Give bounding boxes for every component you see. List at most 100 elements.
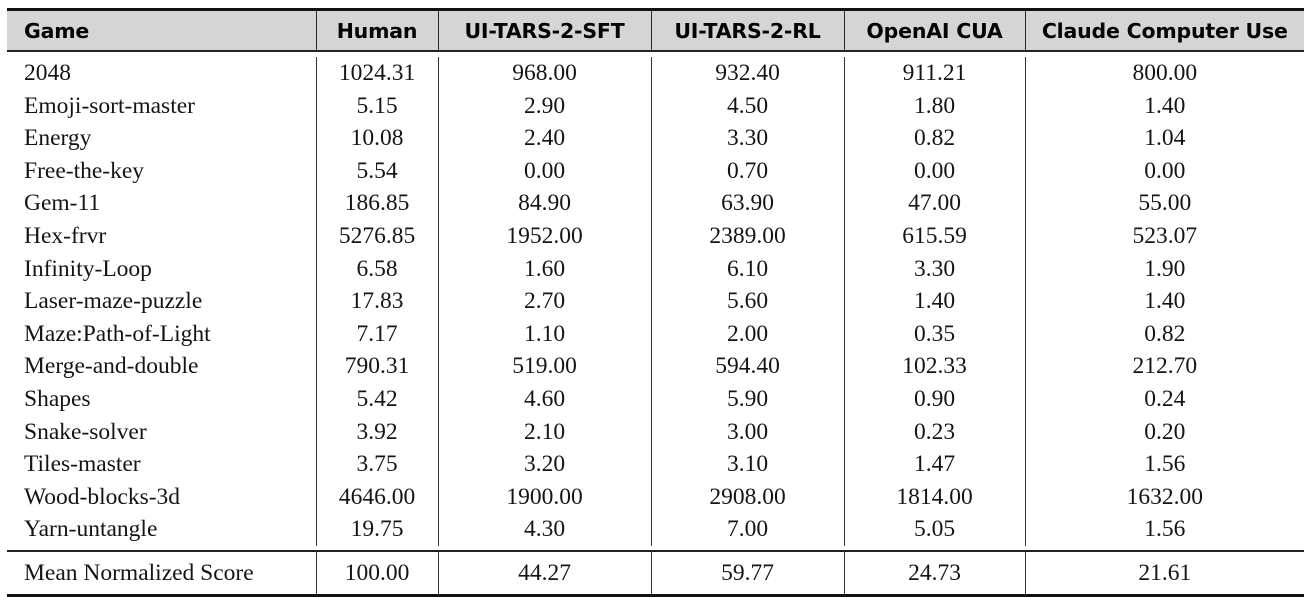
cell-score-cua: 0.00 — [843, 154, 1025, 188]
table-row[interactable]: Shapes 5.42 4.60 5.90 0.90 0.24 — [7, 382, 1304, 416]
column-header-sft[interactable]: UI-TARS-2-SFT — [437, 11, 651, 51]
cell-score-rl: 3.00 — [650, 415, 844, 449]
cell-score-human: 5276.85 — [315, 219, 438, 253]
cell-score-human: 790.31 — [315, 350, 438, 383]
cell-game-name: Wood-blocks-3d — [24, 483, 181, 510]
table-body: 2048 1024.31 968.00 932.40 911.21 800.00 Emoji… — [7, 52, 1304, 597]
cell-score-cua: 615.59 — [843, 219, 1025, 253]
cell-score-claude: 1.56 — [1024, 448, 1304, 481]
cell-game-name: Maze:Path-of-Light — [24, 320, 211, 347]
cell-score-human: 186.85 — [315, 187, 438, 220]
header-row: Game Human UI-TARS-2-SFT UI-TARS-2-RL Op… — [7, 11, 1304, 51]
table-row[interactable]: Emoji-sort-master 5.15 2.90 4.50 1.80 1.40 — [7, 89, 1304, 123]
cell-score-claude: 0.24 — [1024, 382, 1304, 416]
cell-game-name: 2048 — [24, 60, 71, 86]
cell-score-sft: 2.90 — [437, 89, 651, 123]
cell-score-human: 4646.00 — [315, 480, 438, 514]
cell-score-rl: 63.90 — [650, 187, 844, 220]
cell-game-name: Merge-and-double — [24, 353, 199, 380]
cell-score-sft: 1.10 — [437, 317, 651, 351]
summary-row[interactable]: Mean Normalized Score 100.00 44.27 59.77 24.… — [7, 551, 1304, 596]
cell-score-sft: 4.30 — [437, 513, 651, 546]
cell-game-name: Emoji-sort-master — [24, 92, 195, 119]
top-rule — [7, 8, 1304, 12]
cell-game-name: Yarn-untangle — [24, 516, 158, 543]
cell-score-sft: 1900.00 — [437, 480, 651, 514]
cell-score-rl: 2.00 — [650, 317, 844, 351]
summary-score-rl: 59.77 — [650, 551, 844, 596]
column-header-claude[interactable]: Claude Computer Use — [1024, 11, 1304, 51]
cell-score-claude: 55.00 — [1024, 187, 1304, 220]
cell-score-sft: 3.20 — [437, 448, 651, 481]
cell-game-name: Tiles-master — [24, 451, 141, 478]
game-benchmark-table: Game Human UI-TARS-2-SFT UI-TARS-2-RL Op… — [7, 8, 1304, 597]
table-row[interactable]: 2048 1024.31 968.00 932.40 911.21 800.00 — [7, 57, 1304, 90]
cell-score-cua: 0.90 — [843, 382, 1025, 416]
cell-score-sft: 2.40 — [437, 122, 651, 155]
cell-score-claude: 523.07 — [1024, 219, 1304, 253]
table-row[interactable]: Laser-maze-puzzle 17.83 2.70 5.60 1.40 1.40 — [7, 285, 1304, 318]
cell-game-name: Laser-maze-puzzle — [24, 288, 203, 315]
table-row[interactable]: Energy 10.08 2.40 3.30 0.82 1.04 — [7, 122, 1304, 155]
cell-score-sft: 4.60 — [437, 382, 651, 416]
column-header-cua[interactable]: OpenAI CUA — [843, 11, 1025, 51]
cell-score-cua: 102.33 — [843, 350, 1025, 383]
table-row[interactable]: Merge-and-double 790.31 519.00 594.40 102.33… — [7, 350, 1304, 383]
cell-score-claude: 800.00 — [1024, 57, 1304, 90]
bottom-rule — [7, 594, 1304, 597]
cell-score-claude: 0.20 — [1024, 415, 1304, 449]
table-row[interactable]: Tiles-master 3.75 3.20 3.10 1.47 1.56 — [7, 448, 1304, 481]
cell-score-sft: 519.00 — [437, 350, 651, 383]
column-header-human[interactable]: Human — [315, 11, 438, 51]
table-row[interactable]: Snake-solver 3.92 2.10 3.00 0.23 0.20 — [7, 415, 1304, 449]
cell-score-rl: 3.10 — [650, 448, 844, 481]
cell-score-human: 1024.31 — [315, 57, 438, 90]
cell-score-sft: 1952.00 — [437, 219, 651, 253]
cell-score-sft: 1.60 — [437, 252, 651, 286]
summary-score-sft: 44.27 — [437, 551, 651, 596]
column-header-rl[interactable]: UI-TARS-2-RL — [650, 11, 844, 51]
summary-score-human: 100.00 — [315, 551, 438, 596]
cell-score-sft: 0.00 — [437, 154, 651, 188]
cell-score-cua: 1.80 — [843, 89, 1025, 123]
cell-score-cua: 0.82 — [843, 122, 1025, 155]
table-row[interactable]: Gem-11 186.85 84.90 63.90 47.00 55.00 — [7, 187, 1304, 220]
cell-score-rl: 5.60 — [650, 285, 844, 318]
cell-score-claude: 0.00 — [1024, 154, 1304, 188]
cell-score-human: 5.15 — [315, 89, 438, 123]
cell-score-human: 3.75 — [315, 448, 438, 481]
cell-score-rl: 6.10 — [650, 252, 844, 286]
table-row[interactable]: Hex-frvr 5276.85 1952.00 2389.00 615.59 523.0… — [7, 219, 1304, 253]
cell-score-cua: 1814.00 — [843, 480, 1025, 514]
cell-score-cua: 0.23 — [843, 415, 1025, 449]
cell-score-cua: 1.47 — [843, 448, 1025, 481]
cell-game-name: Gem-11 — [24, 190, 101, 217]
cell-game-name: Shapes — [24, 385, 91, 412]
table-row[interactable]: Yarn-untangle 19.75 4.30 7.00 5.05 1.56 — [7, 513, 1304, 546]
cell-score-sft: 2.70 — [437, 285, 651, 318]
cell-score-claude: 0.82 — [1024, 317, 1304, 351]
cell-game-name: Hex-frvr — [24, 222, 107, 249]
table-row[interactable]: Infinity-Loop 6.58 1.60 6.10 3.30 1.90 — [7, 252, 1304, 286]
cell-score-cua: 1.40 — [843, 285, 1025, 318]
table-row[interactable]: Maze:Path-of-Light 7.17 1.10 2.00 0.35 0.82 — [7, 317, 1304, 351]
cell-score-sft: 2.10 — [437, 415, 651, 449]
cell-score-human: 6.58 — [315, 252, 438, 286]
rule-cell — [7, 594, 1304, 597]
cell-score-human: 7.17 — [315, 317, 438, 351]
cell-score-sft: 84.90 — [437, 187, 651, 220]
table-row[interactable]: Free-the-key 5.54 0.00 0.70 0.00 0.00 — [7, 154, 1304, 188]
summary-score-cua: 24.73 — [843, 551, 1025, 596]
cell-score-human: 19.75 — [315, 513, 438, 546]
cell-score-human: 10.08 — [315, 122, 438, 155]
cell-game-name: Energy — [24, 125, 92, 152]
cell-score-sft: 968.00 — [437, 57, 651, 90]
cell-game-name: Infinity-Loop — [24, 255, 152, 282]
table-row[interactable]: Wood-blocks-3d 4646.00 1900.00 2908.00 1814.… — [7, 480, 1304, 514]
cell-score-human: 17.83 — [315, 285, 438, 318]
table-header: Game Human UI-TARS-2-SFT UI-TARS-2-RL Op… — [7, 8, 1304, 53]
cell-score-human: 3.92 — [315, 415, 438, 449]
cell-score-rl: 4.50 — [650, 89, 844, 123]
summary-separator-rule — [7, 549, 1304, 552]
column-header-game[interactable]: Game — [7, 11, 316, 51]
